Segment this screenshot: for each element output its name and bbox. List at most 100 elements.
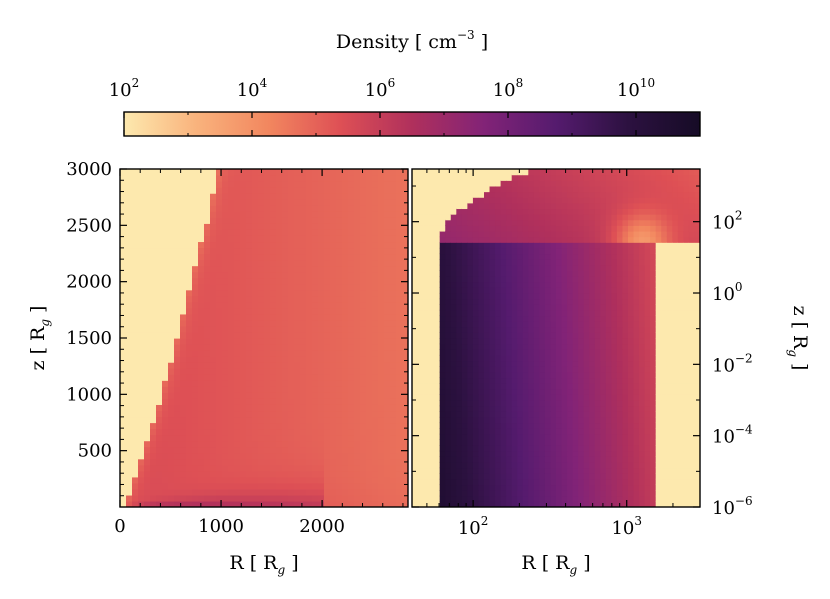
density-cell xyxy=(306,488,313,496)
density-cell xyxy=(378,350,385,357)
density-cell xyxy=(228,175,235,182)
density-cell xyxy=(144,265,151,273)
density-cell xyxy=(282,446,289,454)
density-cell xyxy=(354,362,361,369)
density-cell xyxy=(461,399,468,407)
density-cell xyxy=(132,452,139,460)
density-cell xyxy=(461,236,468,243)
density-cell xyxy=(228,374,235,381)
density-cell xyxy=(204,500,211,507)
density-cell xyxy=(318,434,325,442)
density-cell xyxy=(360,229,367,236)
density-cell xyxy=(417,338,424,345)
density-cell xyxy=(450,281,457,288)
density-cell xyxy=(204,392,211,399)
density-cell xyxy=(544,287,552,294)
density-cell xyxy=(500,422,507,429)
density-cell xyxy=(517,416,524,424)
density-cell xyxy=(396,368,403,375)
density-cell xyxy=(522,202,529,210)
density-cell xyxy=(528,388,535,395)
density-cell xyxy=(456,445,463,452)
density-cell xyxy=(246,325,253,333)
density-cell xyxy=(489,366,496,373)
density-cell xyxy=(472,495,480,502)
density-cell xyxy=(423,360,430,367)
density-cell xyxy=(439,416,446,424)
density-cell xyxy=(500,360,507,367)
density-cell xyxy=(216,344,223,351)
density-cell xyxy=(484,309,491,317)
density-cell xyxy=(434,332,441,339)
density-cell xyxy=(495,366,502,373)
density-cell xyxy=(198,319,205,327)
density-cell xyxy=(258,446,265,454)
density-cell xyxy=(312,470,319,478)
density-cell xyxy=(246,356,253,363)
density-cell xyxy=(478,490,485,497)
density-cell xyxy=(396,187,403,194)
density-cell xyxy=(204,494,211,502)
density-cell xyxy=(600,315,607,322)
density-cell xyxy=(583,467,590,474)
density-cell xyxy=(484,185,491,193)
density-cell xyxy=(450,394,457,401)
density-cell xyxy=(544,383,552,390)
density-cell xyxy=(156,368,163,375)
density-cell xyxy=(384,223,391,230)
density-cell xyxy=(354,253,361,261)
density-cell xyxy=(439,197,446,204)
density-cell xyxy=(589,399,596,407)
density-cell xyxy=(539,394,546,401)
density-cell xyxy=(258,428,265,436)
density-cell xyxy=(600,253,607,260)
density-cell xyxy=(198,241,205,249)
density-cell xyxy=(412,371,419,379)
density-cell xyxy=(402,482,408,490)
density-cell xyxy=(594,338,601,345)
density-cell xyxy=(439,264,446,271)
density-cell xyxy=(126,488,133,496)
density-cell xyxy=(384,446,391,454)
density-cell xyxy=(276,301,283,309)
density-cell xyxy=(478,371,485,379)
density-cell xyxy=(484,236,491,243)
density-cell xyxy=(234,434,241,442)
density-cell xyxy=(306,392,313,399)
density-cell xyxy=(264,350,271,357)
density-cell xyxy=(222,428,229,436)
density-cell xyxy=(572,180,579,187)
density-cell xyxy=(456,428,463,435)
density-cell xyxy=(288,410,295,418)
density-cell xyxy=(246,193,253,200)
density-cell xyxy=(500,467,507,474)
density-cell xyxy=(288,313,295,321)
density-cell xyxy=(312,368,319,375)
density-cell xyxy=(533,326,540,333)
density-cell xyxy=(467,169,474,176)
density-cell xyxy=(372,253,379,261)
density-cell xyxy=(324,350,331,357)
density-cell xyxy=(168,338,175,345)
density-cell xyxy=(354,193,361,200)
density-cell xyxy=(467,219,474,226)
density-cell xyxy=(390,253,397,261)
density-cell xyxy=(428,338,435,345)
density-cell xyxy=(461,473,468,480)
density-cell xyxy=(258,410,265,418)
density-cell xyxy=(354,422,361,430)
density-cell xyxy=(500,236,507,243)
density-cell xyxy=(402,344,408,351)
density-cell xyxy=(324,193,331,200)
density-cell xyxy=(372,374,379,381)
density-cell xyxy=(522,169,529,176)
density-cell xyxy=(500,332,507,339)
density-cell xyxy=(120,482,127,490)
density-cell xyxy=(216,404,223,412)
density-cell xyxy=(378,229,385,236)
density-cell xyxy=(300,241,307,249)
density-cell xyxy=(517,343,524,350)
density-cell xyxy=(192,350,199,357)
density-cell xyxy=(228,331,235,339)
density-cell xyxy=(511,354,518,362)
